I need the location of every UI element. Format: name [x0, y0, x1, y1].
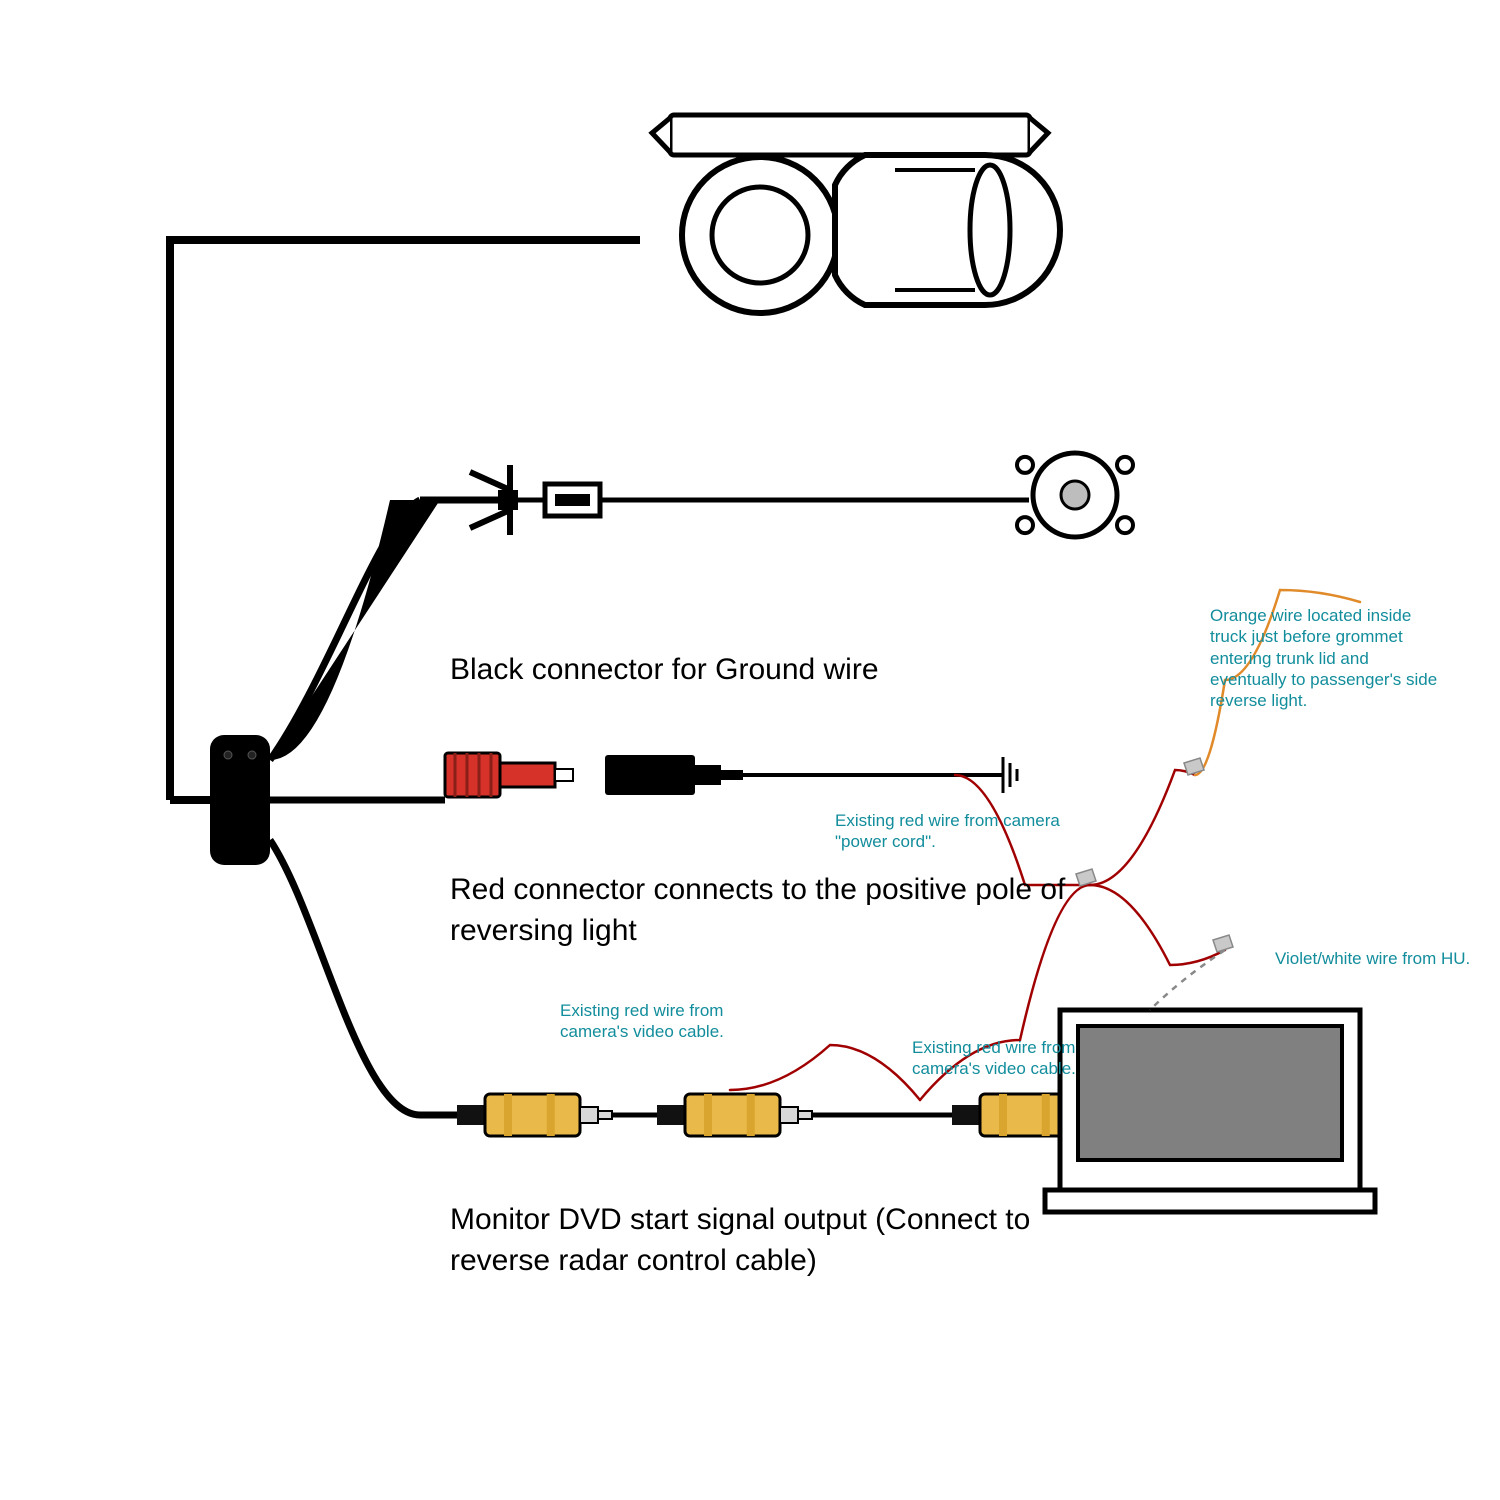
note-existing-video-2: Existing red wire from camera's video ca…: [912, 1037, 1142, 1080]
note-violet-wire: Violet/white wire from HU.: [1275, 948, 1475, 969]
wiring-diagram: { "canvas":{"w":1500,"h":1500,"bg":"#fff…: [0, 0, 1500, 1500]
note-existing-power: Existing red wire from camera "power cor…: [835, 810, 1065, 853]
note-existing-video-1: Existing red wire from camera's video ca…: [560, 1000, 790, 1043]
label-red-connector: Red connector connects to the positive p…: [450, 870, 1070, 951]
label-ground: Black connector for Ground wire: [450, 650, 1150, 691]
note-orange-wire: Orange wire located inside truck just be…: [1210, 605, 1440, 711]
label-dvd-signal: Monitor DVD start signal output (Connect…: [450, 1200, 1070, 1281]
